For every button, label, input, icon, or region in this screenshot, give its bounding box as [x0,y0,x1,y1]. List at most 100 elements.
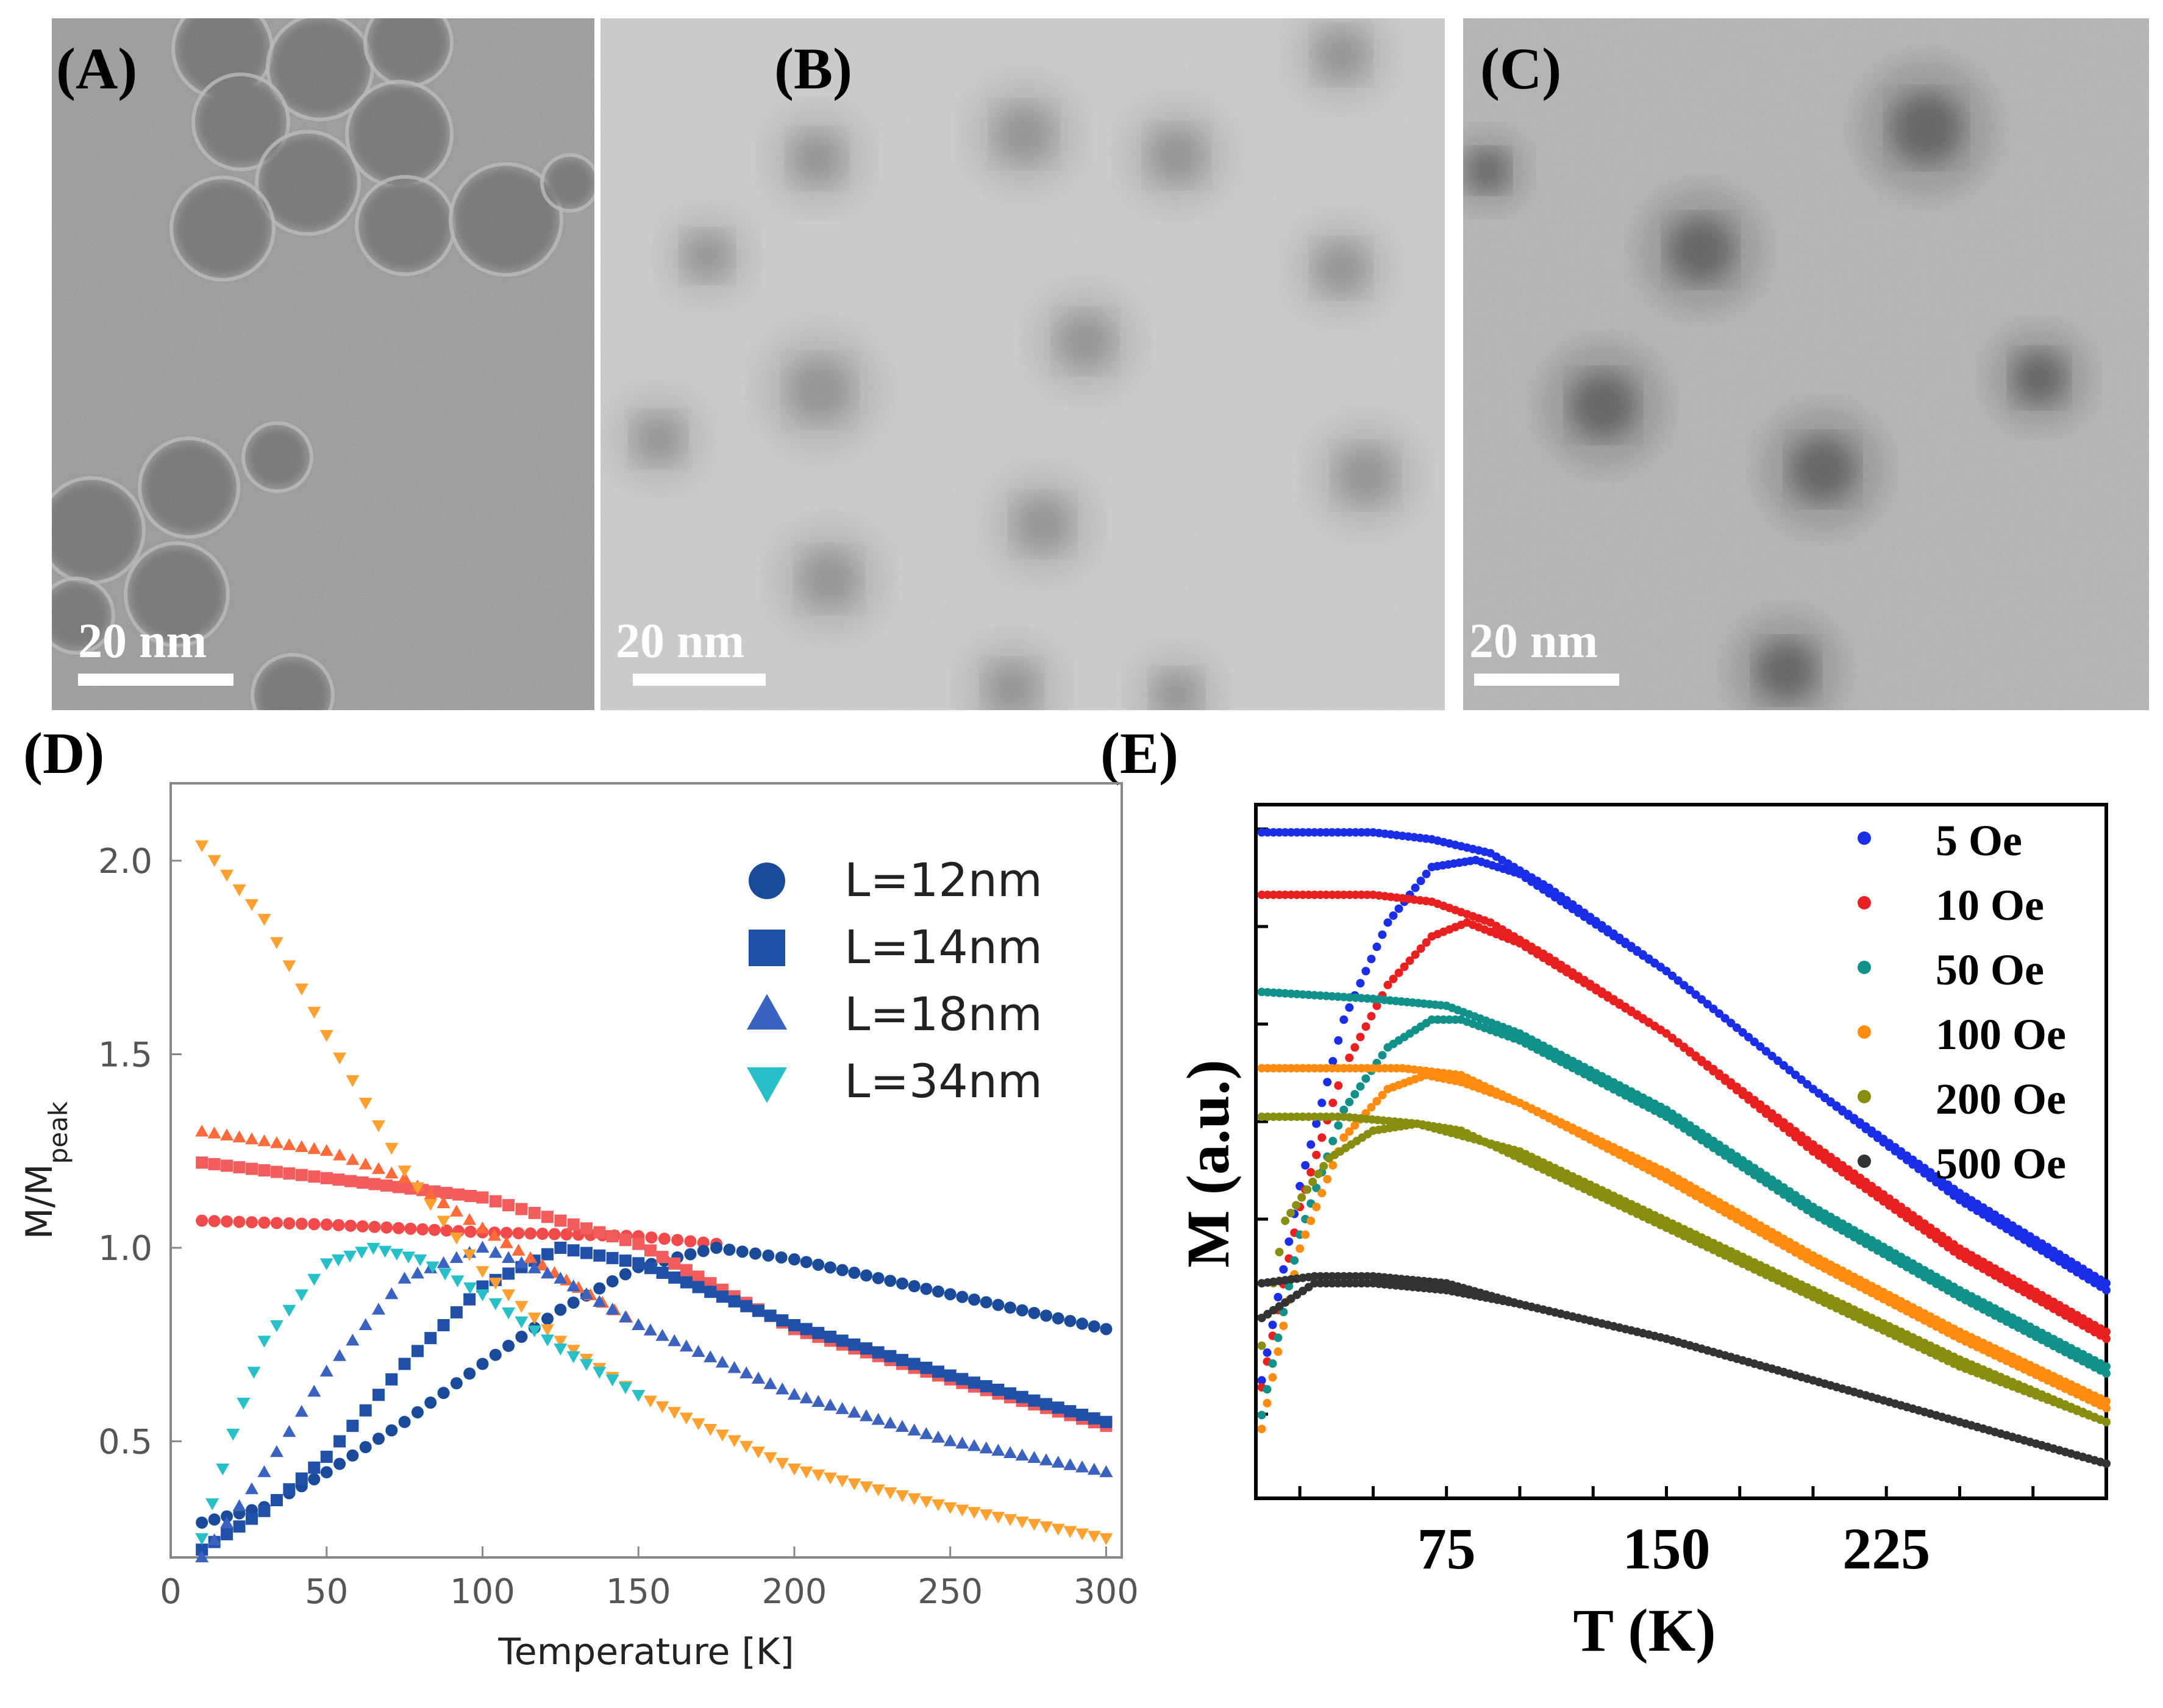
data-point-fc [1375,1064,1384,1073]
legend-marker [1858,1155,1871,1168]
data-point-zfc [527,1261,541,1273]
data-point-zfc [1027,1451,1041,1463]
data-point-zfc [1416,877,1425,886]
data-point-fc [283,1167,296,1180]
data-point-zfc [1389,911,1398,920]
data-point-zfc [1281,1216,1290,1225]
data-point-fc [943,1502,957,1514]
data-point-fc [1286,1064,1295,1073]
data-point-zfc [1308,1177,1317,1186]
data-point-fc [1257,828,1266,837]
data-point-zfc [1394,968,1403,977]
data-point-fc [232,1130,246,1143]
data-point-zfc [884,1350,897,1362]
data-point-fc [307,1142,321,1155]
data-point-zfc [319,1364,333,1377]
data-point-zfc [1797,1075,1806,1084]
data-point-zfc [1879,1137,1888,1147]
panel-label-e: (E) [1100,721,1178,786]
data-point-zfc [1673,1039,1683,1048]
data-point-zfc [307,1273,321,1286]
data-point-zfc [1867,1129,1876,1138]
data-point-zfc [944,1369,957,1382]
data-point-zfc [991,1443,1005,1456]
data-point-fc [283,1217,296,1229]
legend-label: L=18nm [844,987,1042,1041]
data-point-zfc [1339,1279,1349,1288]
data-point-zfc [1076,1409,1089,1422]
data-point-fc [1310,1272,1319,1281]
data-point-fc [257,914,271,926]
data-point-zfc [716,1290,729,1303]
data-point-zfc [463,1293,476,1306]
data-point-zfc [1709,1067,1718,1076]
data-point-zfc [346,1449,359,1462]
data-point-zfc [1076,1317,1089,1330]
data-point-zfc [295,1472,308,1485]
data-point-zfc [908,1358,921,1370]
data-point-fc [1363,890,1372,899]
data-point-fc [1269,828,1278,837]
data-point-fc [464,1190,477,1203]
chart-d-ytick-label: 2.0 [98,842,152,881]
data-point-zfc [1709,1005,1718,1014]
data-point-fc [1310,890,1319,899]
panel-label-c: (C) [1480,36,1561,101]
data-point-fc [763,1452,777,1464]
data-point-zfc [1726,1081,1736,1090]
data-point-fc [282,1138,296,1150]
data-point-zfc [1317,1189,1327,1198]
chart-d-ticks: 0 50 100 150 200 250 300 0.5 1.0 1.5 2.0 [98,842,1139,1612]
data-point-fc [464,1225,477,1238]
data-point-fc [871,1484,885,1496]
data-point-fc [1298,1112,1307,1122]
data-point-zfc [1003,1446,1017,1459]
data-point-zfc [619,1268,632,1281]
data-point-zfc [1680,981,1689,990]
data-point-fc [220,869,234,882]
chart-d-ylabel-main: M/M [18,1164,61,1239]
series-10 Oe [1257,890,2111,1392]
data-point-zfc [752,1304,764,1317]
data-point-fc [1369,1064,1378,1073]
data-point-fc [1322,890,1331,899]
data-point-zfc [1378,1051,1387,1060]
data-point-zfc [736,1245,749,1258]
series-L=12nm [196,1214,1113,1529]
data-point-fc [397,1165,412,1178]
data-point-zfc [992,1298,1005,1311]
data-point-fc [269,1136,283,1148]
data-point-fc [644,1244,657,1257]
data-point-zfc [1051,1456,1065,1468]
data-point-zfc [980,1380,992,1393]
data-point-fc [1339,890,1349,899]
series-L=18nm [195,1125,1113,1562]
data-point-fc [196,1156,208,1169]
data-point-zfc [907,1423,921,1436]
data-point-zfc [763,1377,777,1389]
data-point-zfc [896,1420,909,1432]
legend-marker [1858,961,1871,974]
scalebar-a: 20 nm [78,614,233,686]
data-point-zfc [871,1412,885,1425]
chart-d-xlabel: Temperature [K] [497,1631,794,1673]
data-point-zfc [920,1361,933,1374]
data-point-zfc [1932,1178,1940,1187]
data-point-fc [1298,1064,1307,1073]
data-point-zfc [723,1244,736,1256]
data-point-fc [368,1220,381,1233]
data-point-zfc [1861,1125,1870,1134]
micrograph-b [600,18,1445,710]
data-point-fc [1269,1064,1278,1073]
data-point-zfc [1949,1191,1958,1200]
data-point-zfc [1750,1100,1759,1109]
data-point-fc [332,1173,345,1186]
data-point-fc [346,1075,360,1087]
data-point-fc [715,1429,729,1442]
data-point-fc [1099,1533,1113,1545]
data-point-zfc [859,1409,873,1422]
data-point-fc [207,855,221,867]
data-point-fc [1292,828,1302,837]
data-point-fc [1263,890,1272,899]
data-point-zfc [1838,1106,1847,1116]
